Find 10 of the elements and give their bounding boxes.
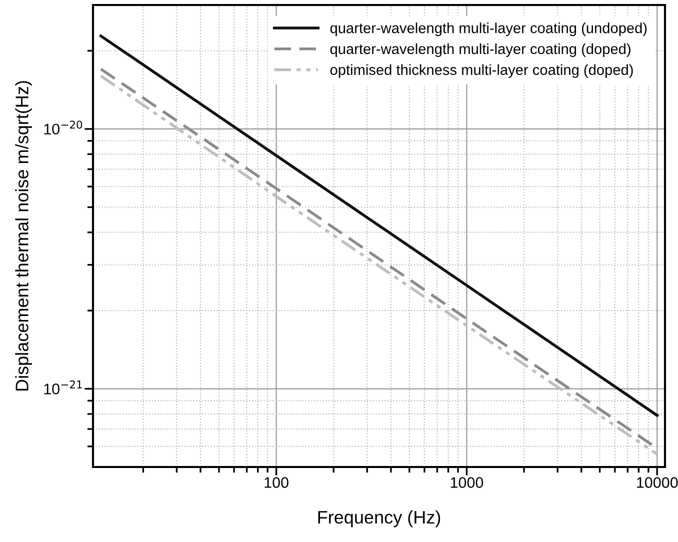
- y-tick-label: 10$^{−20}$: [44, 120, 82, 135]
- x-tick-label: 100: [264, 477, 288, 488]
- x-axis-title: Frequency (Hz): [318, 510, 440, 528]
- legend-label: quarter-wavelength multi-layer coating (doped): [330, 43, 630, 57]
- y-axis-title: Displacement thermal noise m/sqrt(Hz): [15, 81, 32, 391]
- legend-label: optimised thickness multi-layer coating (doped): [330, 64, 633, 78]
- y-tick-label: 10$^{−21}$: [44, 380, 82, 394]
- legend-label: quarter-wavelength multi-layer coating (undoped): [330, 22, 647, 36]
- x-tick-label: 1000: [450, 477, 484, 488]
- x-tick-label: 10000: [637, 477, 678, 488]
